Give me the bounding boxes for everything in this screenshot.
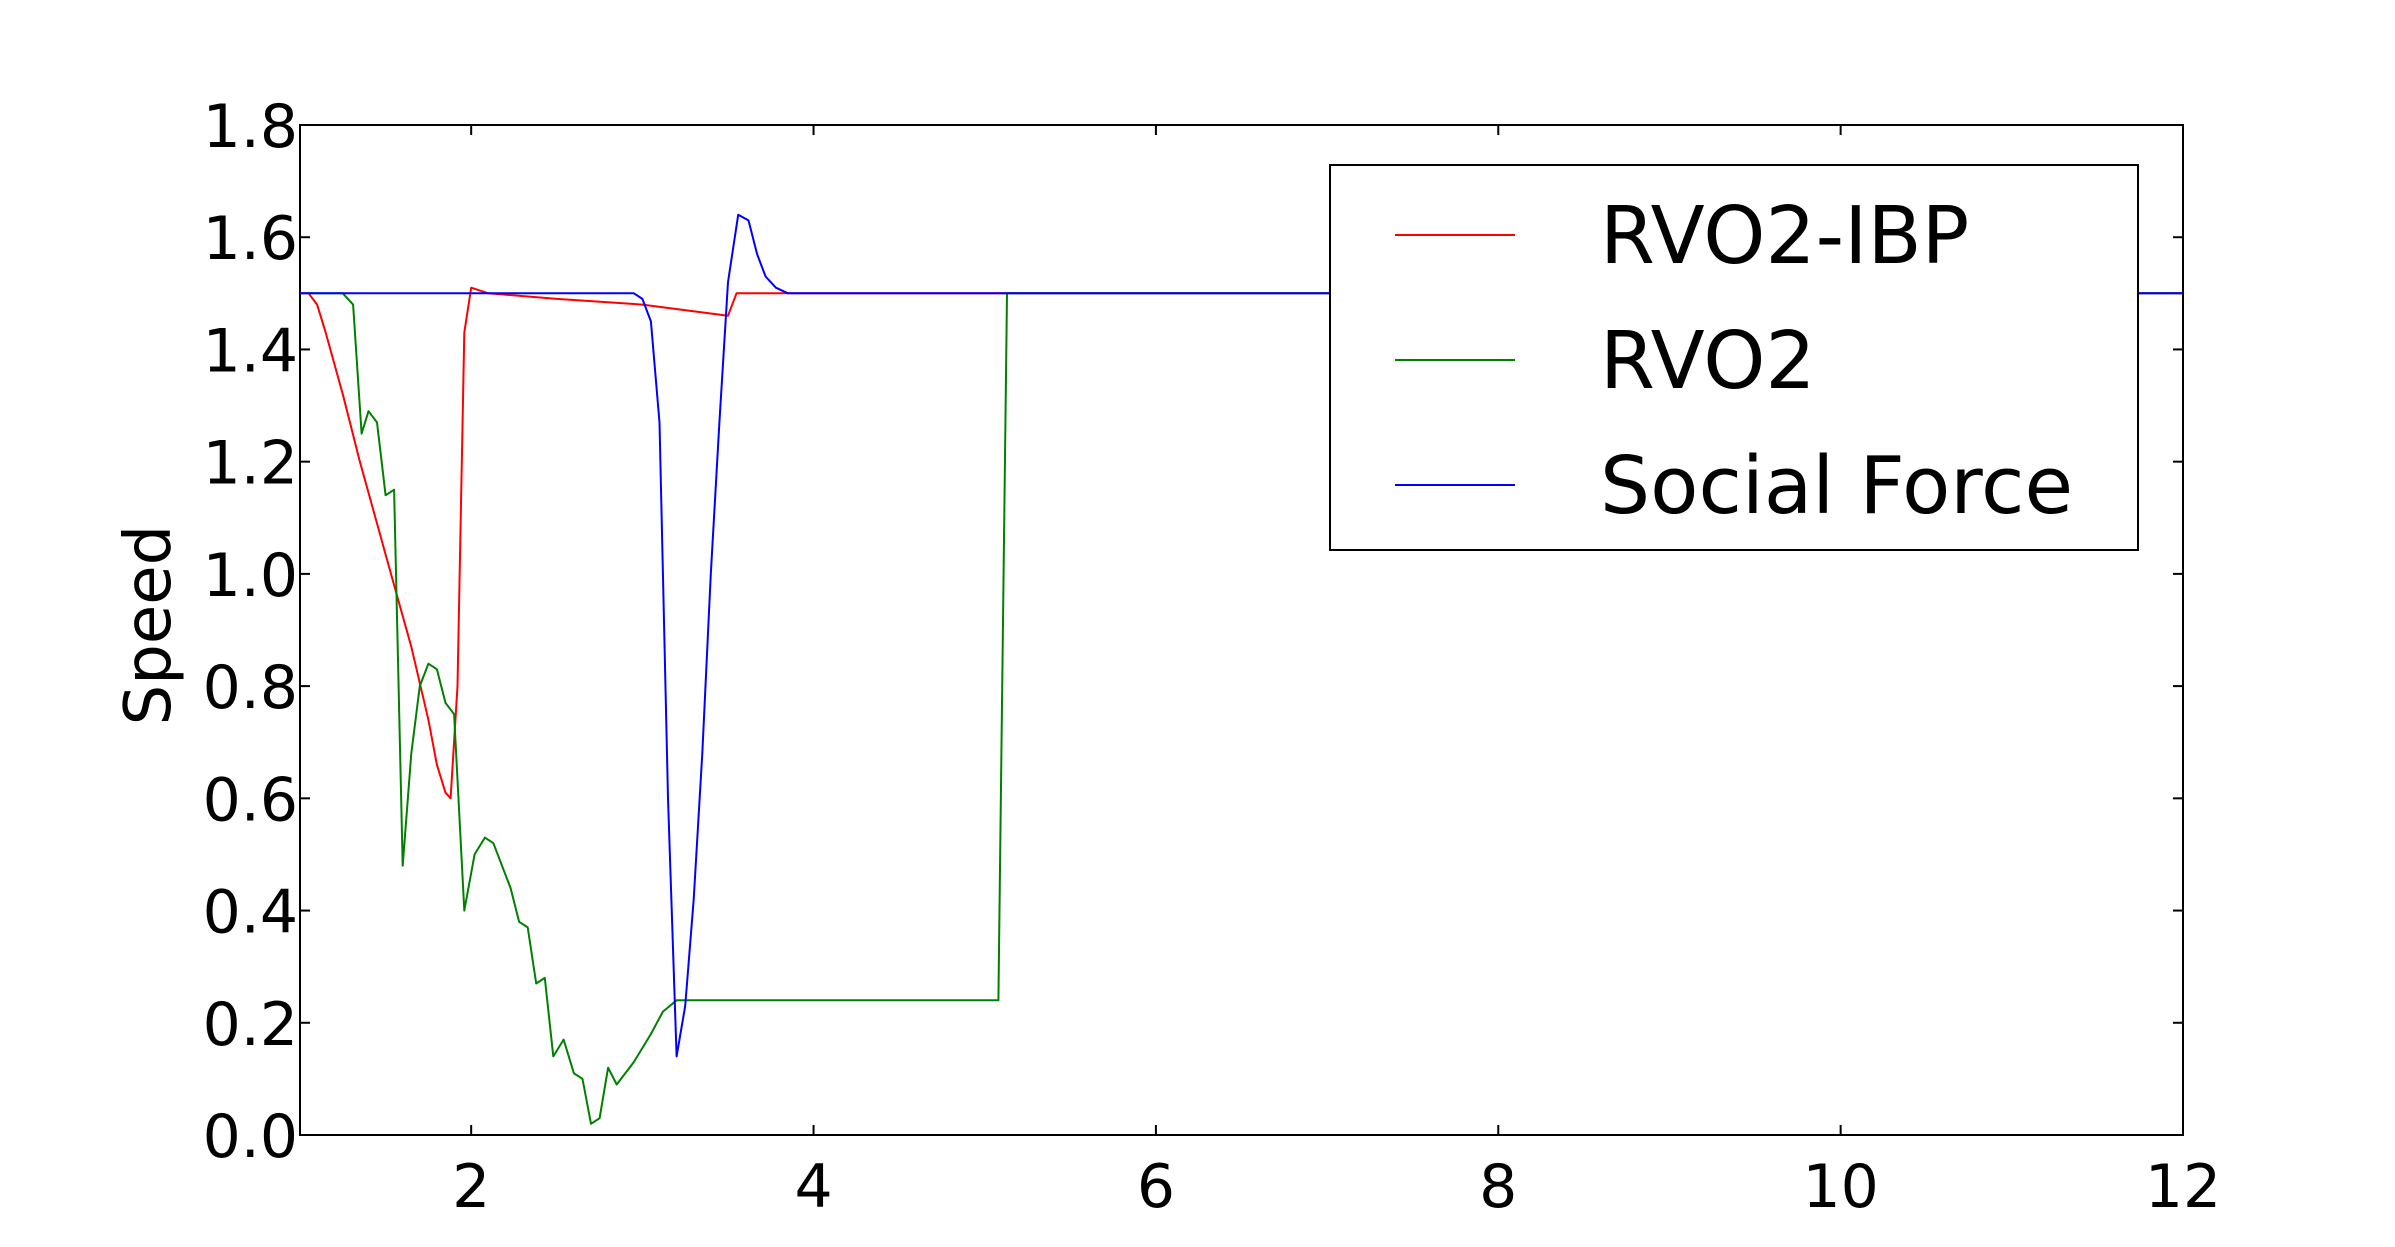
y-tick-label: 0.0	[203, 1102, 298, 1172]
legend-label: RVO2-IBP	[1600, 190, 1969, 282]
x-tick-label: 8	[1479, 1152, 1517, 1222]
plot-area-frame	[299, 124, 2184, 1136]
y-tick-label: 0.8	[203, 653, 298, 723]
series-line-rvo2-ibp	[300, 286, 2183, 800]
legend-label: Social Force	[1600, 440, 2073, 532]
legend: RVO2-IBP RVO2 Social Force	[1329, 164, 2139, 551]
series-line-social-force	[300, 213, 2183, 1058]
y-axis-label: Speed	[112, 525, 186, 726]
data-series	[300, 213, 2183, 1125]
y-tick-label: 1.6	[203, 204, 298, 274]
x-tick-labels: 2 4 6 8 10 12	[452, 1152, 2221, 1222]
y-tick-label: 0.6	[203, 765, 298, 835]
y-tick-labels: 0.0 0.2 0.4 0.6 0.8 1.0 1.2 1.4 1.6 1.8	[203, 92, 298, 1172]
axis-ticks	[300, 124, 2184, 1136]
x-tick-label: 10	[1802, 1152, 1878, 1222]
y-tick-label: 1.0	[203, 541, 298, 611]
y-tick-label: 0.2	[203, 990, 298, 1060]
x-tick-label: 12	[2145, 1152, 2221, 1222]
y-tick-label: 0.4	[203, 878, 298, 948]
x-tick-label: 6	[1137, 1152, 1175, 1222]
y-tick-label: 1.8	[203, 92, 298, 162]
legend-entries: RVO2-IBP RVO2 Social Force	[1395, 190, 2073, 532]
y-tick-label: 1.2	[203, 429, 298, 499]
x-tick-label: 4	[794, 1152, 832, 1222]
series-line-rvo2	[300, 292, 2183, 1125]
x-tick-label: 2	[452, 1152, 490, 1222]
y-tick-label: 1.4	[203, 316, 298, 386]
legend-label: RVO2	[1600, 315, 1816, 407]
